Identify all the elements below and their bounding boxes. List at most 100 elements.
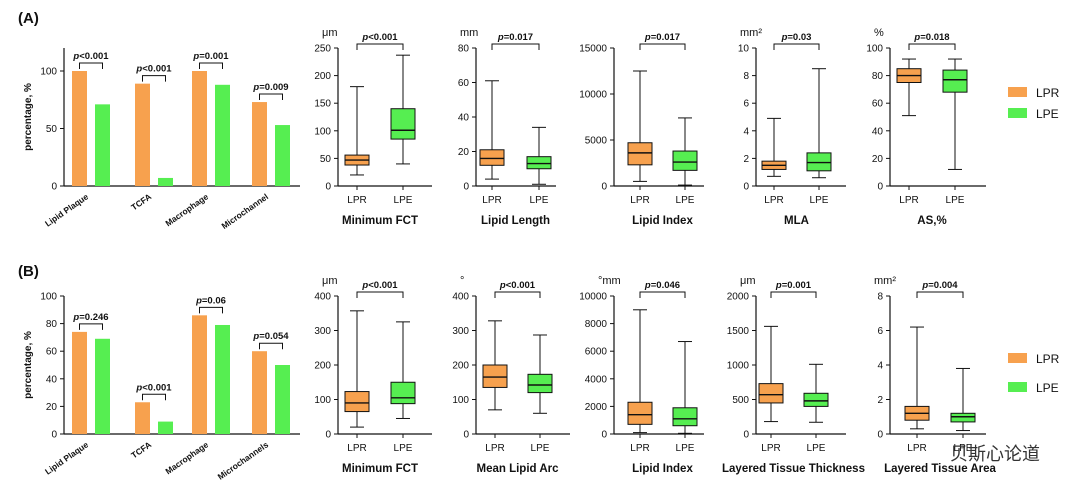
x-tick-label: LPR <box>761 443 780 454</box>
chart-title: Layered Tissue Area <box>884 463 996 475</box>
y-tick-label: 400 <box>314 292 331 303</box>
bar-lpr <box>135 83 150 186</box>
unit-label: mm² <box>874 275 896 287</box>
significance-bracket <box>142 75 166 82</box>
category-label: Macrophage <box>163 191 210 228</box>
y-tick-label: 2 <box>743 154 749 165</box>
chart-title: AS,% <box>917 215 946 227</box>
y-tick-label: 250 <box>314 44 331 55</box>
y-tick-label: 15000 <box>579 44 607 55</box>
y-tick-label: 300 <box>314 326 331 337</box>
box-lpr <box>344 310 370 428</box>
p-value-label: p=0.017 <box>644 32 680 43</box>
y-tick-label: 20 <box>458 147 470 158</box>
y-tick-label: 4000 <box>585 374 608 385</box>
y-tick-label: 0 <box>51 182 57 193</box>
significance-bracket <box>908 43 956 50</box>
chart-title: Lipid Index <box>632 463 693 475</box>
bar-lpe <box>158 421 173 434</box>
bar-lpr <box>72 331 87 434</box>
unit-label: mm² <box>740 27 762 39</box>
box-lpr <box>479 80 505 180</box>
significance-bracket <box>494 291 541 298</box>
y-tick-label: 8 <box>877 292 883 303</box>
iqr-box <box>672 150 698 171</box>
y-tick-label: 50 <box>46 124 58 135</box>
x-tick-label: LPE <box>946 195 965 206</box>
y-tick-label: 0 <box>601 182 607 193</box>
p-value-label: p<0.001 <box>499 280 536 291</box>
y-tick-label: 6 <box>877 326 883 337</box>
bar-lpr <box>135 402 150 434</box>
box-lpe <box>527 334 553 414</box>
y-tick-label: 0 <box>877 182 883 193</box>
p-value-label: p=0.004 <box>921 280 958 291</box>
chart-title: Lipid Index <box>632 215 693 227</box>
category-label: TCFA <box>129 439 153 460</box>
significance-bracket <box>356 291 404 298</box>
unit-label: % <box>874 27 884 39</box>
category-label: Macrophage <box>163 439 210 476</box>
p-value-label: p<0.001 <box>135 382 172 393</box>
x-tick-label: LPE <box>676 195 695 206</box>
y-tick-label: 6000 <box>585 347 608 358</box>
y-tick-label: 0 <box>463 430 469 441</box>
significance-bracket <box>142 393 166 401</box>
y-tick-label: 2 <box>877 395 883 406</box>
p-value-label: p=0.06 <box>195 295 226 306</box>
legend-swatch-lpr <box>1008 353 1027 363</box>
bar-lpe <box>215 84 230 186</box>
bar-lpr <box>72 71 87 186</box>
y-tick-label: 40 <box>46 374 58 385</box>
y-tick-label: 0 <box>463 182 469 193</box>
x-tick-label: LPE <box>807 443 826 454</box>
box-lpr <box>896 58 922 117</box>
box-lpr <box>758 325 784 423</box>
p-value-label: p=0.017 <box>497 32 533 43</box>
iqr-box <box>672 407 698 427</box>
y-tick-label: 80 <box>872 71 884 82</box>
y-tick-label: 60 <box>458 78 470 89</box>
significance-bracket <box>199 62 223 69</box>
x-tick-label: LPR <box>899 195 918 206</box>
chart-2: 0 20 40 60 80 mm LPR LPE Lipid Length p=0.017 <box>458 27 556 227</box>
p-value-label: p<0.001 <box>361 32 398 43</box>
p-value-label: p=0.001 <box>192 51 229 62</box>
y-tick-label: 0 <box>325 182 331 193</box>
x-tick-label: LPE <box>394 443 413 454</box>
panel-label-b: (B) <box>18 263 39 280</box>
box-lpe <box>526 126 552 185</box>
legend-swatch-lpe <box>1008 382 1027 392</box>
iqr-box <box>526 156 552 170</box>
x-tick-label: LPE <box>676 443 695 454</box>
box-lpr <box>482 320 508 411</box>
legends: LPR LPE LPR LPE <box>1008 86 1060 395</box>
unit-label: mm <box>460 27 478 39</box>
chart-title: Minimum FCT <box>342 463 418 475</box>
y-tick-label: 10000 <box>579 90 607 101</box>
significance-bracket <box>79 323 103 330</box>
box-lpr <box>344 86 370 176</box>
legend-b: LPR LPE <box>1008 352 1060 395</box>
category-label: Microchannel <box>220 191 271 231</box>
p-value-label: p=0.046 <box>644 280 680 291</box>
significance-bracket <box>259 93 283 101</box>
y-tick-label: 300 <box>452 326 469 337</box>
chart-0: 0 50 100 percentage, % Lipid Plaque p<0.001 TC… <box>23 48 300 231</box>
box-lpe <box>803 363 829 423</box>
unit-label: μm <box>322 275 338 287</box>
p-value-label: p=0.009 <box>252 82 288 93</box>
x-tick-label: LPE <box>954 443 973 454</box>
legend-swatch-lpr <box>1008 87 1027 97</box>
significance-bracket <box>639 43 686 50</box>
y-tick-label: 80 <box>458 44 470 55</box>
x-tick-label: LPR <box>630 195 649 206</box>
chart-title: Lipid Length <box>481 215 550 227</box>
legend-swatch-lpe <box>1008 108 1027 118</box>
box-lpe <box>806 68 832 179</box>
x-tick-label: LPR <box>630 443 649 454</box>
chart-title: Layered Tissue Thickness <box>722 463 865 475</box>
